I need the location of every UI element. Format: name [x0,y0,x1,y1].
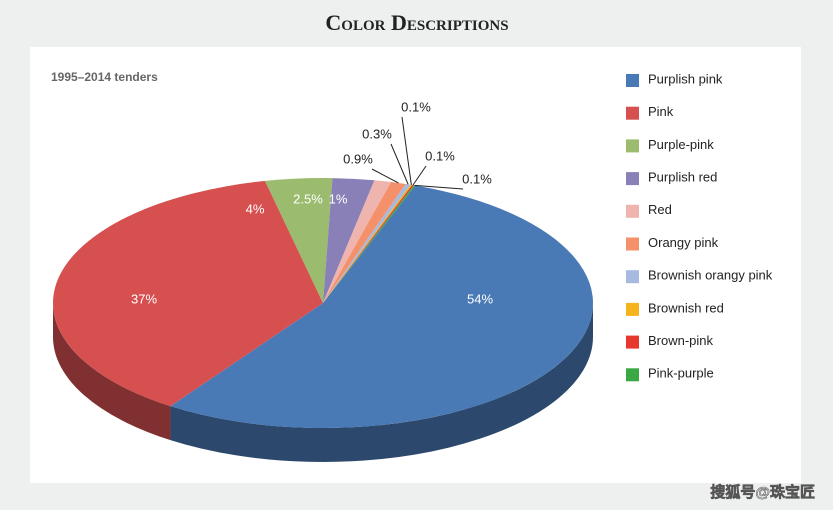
leader-line [414,184,464,190]
legend-label: Purple-pink [648,137,714,152]
data-label: 37% [131,291,157,306]
slice [323,178,375,303]
data-label: 0.3% [362,126,392,141]
slice [52,180,324,407]
legend-swatch [626,237,639,251]
legend-label: Brownish red [648,300,724,315]
subtitle: 1995–2014 tenders [51,70,158,84]
slice-side [170,303,593,463]
legend-label: Brownish orangy pink [648,268,773,283]
legend-label: Orangy pink [648,235,719,250]
data-label: 0.1% [401,99,431,114]
chart-title: Color Descriptions [325,10,508,35]
leader-line [412,165,427,186]
data-label: 0.1% [425,148,455,163]
slice [323,180,392,303]
leader-line [401,116,412,185]
slice [323,184,413,303]
legend-label: Purplish red [648,170,717,185]
slice [170,185,593,428]
legend-label: Pink [648,104,674,119]
legend-swatch [626,204,639,218]
legend-label: Brown-pink [648,333,714,348]
legend-label: Pink-purple [648,366,714,381]
legend-label: Red [648,202,672,217]
slice [323,184,411,303]
watermark: 搜狐号@珠宝匠 [710,483,815,501]
legend-swatch [626,368,639,382]
leader-line [371,168,399,184]
slice [323,185,414,303]
legend-label: Purplish pink [648,71,723,86]
legend-swatch [626,172,639,186]
slice-side [53,303,171,441]
data-label: 2.5% [293,191,323,206]
legend-swatch [626,106,639,120]
legend-swatch [626,74,639,87]
data-label: 1% [329,191,348,206]
data-label: 54% [467,291,493,306]
legend-swatch [626,139,639,153]
slice [265,177,333,303]
slice [323,185,416,303]
slice [323,182,406,303]
data-label: 0.9% [343,151,373,166]
leader-line [390,143,409,185]
legend-swatch [626,270,639,284]
legend-swatch [626,335,639,349]
data-label: 4% [246,201,265,216]
legend-swatch [626,302,639,316]
data-label: 0.1% [462,171,492,186]
